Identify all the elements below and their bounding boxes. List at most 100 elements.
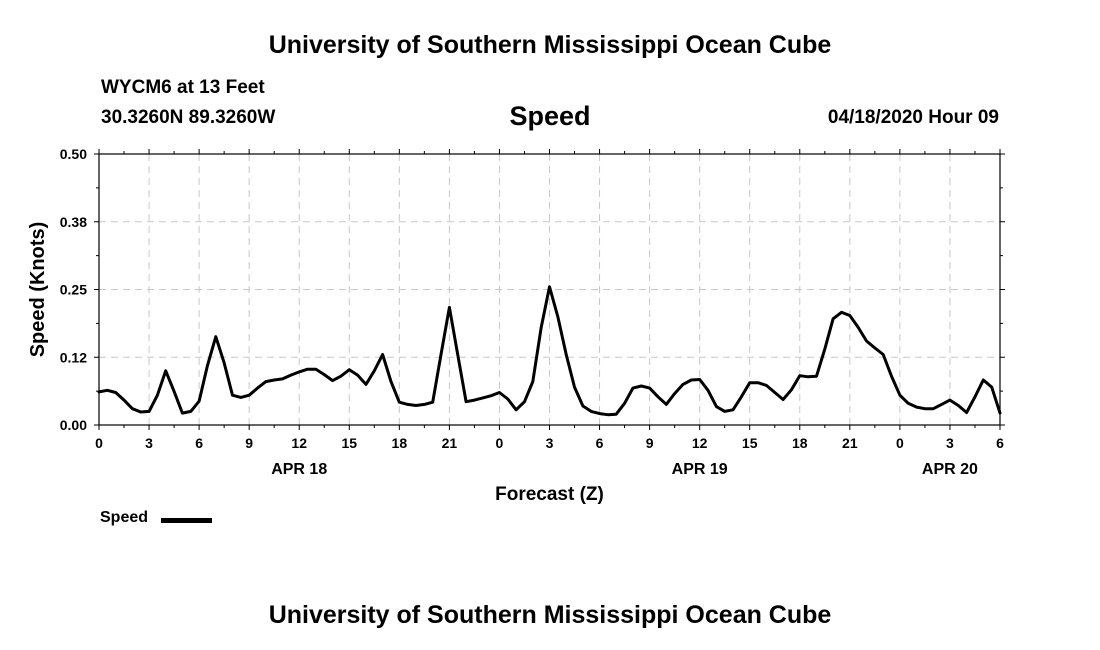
speed-data-point: [123, 399, 125, 401]
speed-data-point: [982, 379, 984, 381]
y-tick-label: 0.50: [60, 146, 87, 162]
speed-data-point: [590, 410, 592, 412]
y-axis-label: Speed (Knots): [27, 222, 49, 358]
speed-data-point: [181, 412, 183, 414]
speed-data-point: [682, 383, 684, 385]
speed-data-point: [332, 380, 334, 382]
speed-data-point: [790, 389, 793, 391]
speed-data-point: [707, 389, 709, 391]
x-axis-label: Forecast (Z): [495, 484, 604, 505]
speed-data-point: [340, 375, 342, 377]
speed-data-point: [799, 375, 801, 377]
speed-data-point: [749, 382, 751, 384]
datetime-label: 04/18/2020 Hour 09: [827, 107, 999, 128]
speed-data-point: [482, 397, 484, 399]
footer-title: University of Southern Mississippi Ocean…: [268, 601, 832, 629]
speed-data-point: [106, 389, 108, 391]
location-label: 30.3260N 89.3260W: [101, 107, 276, 128]
speed-data-point: [223, 362, 225, 364]
speed-data-point: [882, 353, 884, 356]
speed-data-point: [115, 391, 117, 394]
speed-data-point: [924, 408, 926, 410]
x-tick-label: 0: [496, 435, 504, 451]
speed-data-point: [916, 406, 918, 408]
speed-data-point: [765, 384, 768, 386]
speed-data-point: [173, 390, 175, 392]
legend-label: Speed: [100, 509, 149, 526]
x-tick-label: 6: [996, 435, 1004, 451]
x-tick-label: 15: [341, 435, 357, 451]
speed-data-point: [907, 402, 909, 404]
speed-data-point: [932, 408, 934, 410]
speed-data-point: [640, 385, 642, 387]
speed-data-point: [548, 286, 551, 288]
speed-data-point: [732, 409, 734, 411]
plot-frame: [98, 153, 1001, 426]
speed-data-point: [832, 318, 834, 320]
speed-data-point: [865, 340, 868, 342]
speed-data-point: [507, 398, 509, 400]
speed-data-point: [690, 379, 692, 381]
x-tick-label: 3: [546, 435, 554, 451]
x-tick-label: 3: [946, 435, 954, 451]
speed-data-point: [840, 311, 843, 313]
speed-data-point: [357, 374, 359, 376]
x-tick-label: 9: [646, 435, 654, 451]
y-tick-label: 0.00: [60, 417, 87, 433]
speed-data-point: [782, 398, 784, 401]
x-tick-label: 6: [195, 435, 203, 451]
speed-data-point: [323, 374, 325, 376]
speed-data-point: [757, 382, 759, 384]
speed-data-point: [632, 387, 634, 389]
speed-data-point: [315, 368, 317, 370]
speed-data-point: [156, 394, 158, 396]
speed-data-point: [657, 396, 659, 398]
speed-data-point: [231, 394, 234, 396]
series-layer: [97, 285, 1002, 417]
chart-title: Speed: [509, 101, 591, 131]
speed-data-point: [432, 401, 434, 403]
speed-data-point: [365, 383, 367, 385]
speed-data-point: [607, 414, 609, 416]
speed-data-point: [415, 404, 417, 407]
speed-data-point: [699, 378, 701, 381]
speed-data-point: [557, 316, 559, 318]
speed-data-point: [473, 399, 475, 401]
speed-data-point: [290, 374, 292, 376]
speed-data-point: [815, 375, 818, 377]
speed-data-point: [390, 381, 392, 383]
speed-data-point: [949, 399, 951, 401]
speed-data-point: [140, 411, 142, 413]
speed-data-point: [649, 387, 651, 389]
speed-data-point: [540, 326, 542, 328]
speed-data-point: [273, 379, 275, 381]
speed-data-point: [190, 410, 192, 412]
x-tick-label: 21: [842, 435, 858, 451]
speed-data-point: [256, 387, 259, 389]
x-tick-label: 21: [442, 435, 458, 451]
y-tick-label: 0.25: [60, 282, 87, 298]
speed-data-point: [457, 353, 459, 356]
x-tick-label: 12: [692, 435, 708, 451]
speed-data-point: [281, 378, 284, 380]
y-tick-label: 0.38: [60, 214, 87, 230]
x-tick-label: 15: [742, 435, 758, 451]
speed-data-point: [298, 371, 300, 373]
page-title: University of Southern Mississippi Ocean…: [268, 31, 832, 59]
axes: [94, 149, 1005, 430]
date-label: APR 18: [271, 461, 327, 478]
speed-data-point: [565, 353, 567, 356]
x-tick-label: 6: [596, 435, 604, 451]
speed-data-point: [440, 353, 442, 356]
speed-data-point: [215, 336, 217, 338]
axis-labels: 0 3 6 9 12 15 18 21 0 3 6 9 12 15 18 21 0 3 6 0.00 0.12 0.25 0…: [27, 146, 1004, 505]
speed-data-point: [740, 396, 743, 398]
speed-data-point: [407, 403, 409, 405]
speed-data-point: [448, 306, 450, 308]
speed-data-point: [98, 391, 100, 393]
speed-data-point: [248, 394, 250, 396]
speed-data-point: [573, 386, 576, 388]
speed-data-point: [849, 314, 851, 317]
speed-data-point: [674, 393, 676, 395]
speed-data-point: [966, 411, 968, 414]
